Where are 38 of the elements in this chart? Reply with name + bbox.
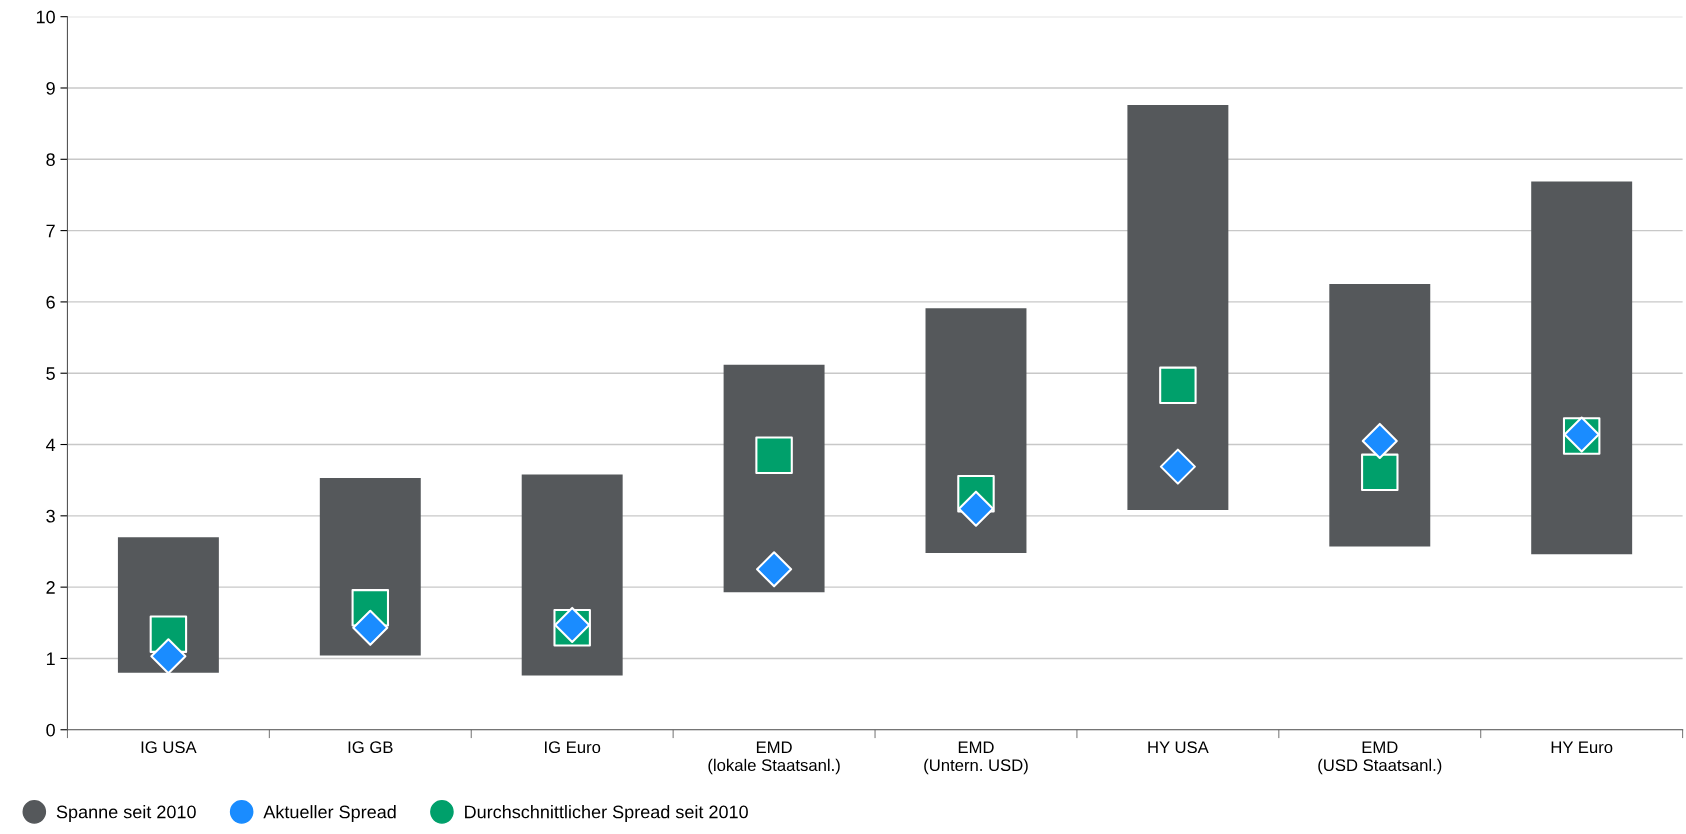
point	[1361, 422, 1398, 460]
y-tick-label: 3	[46, 509, 55, 523]
x-tick-label: IG GB	[348, 741, 393, 754]
point	[755, 436, 793, 474]
y-tick-label: 7	[46, 224, 55, 238]
y-tick-label: 0	[46, 723, 55, 737]
y-tick-label: 1	[46, 652, 55, 665]
point	[957, 490, 995, 527]
legend-label: Aktueller Spread	[263, 805, 396, 822]
y-tick-label: 5	[46, 367, 55, 380]
bar	[1531, 181, 1633, 555]
point	[1159, 448, 1196, 485]
bar	[723, 364, 825, 593]
y-tick-label: 10	[36, 10, 55, 24]
bar	[319, 478, 421, 656]
x-tick-label: IG USA	[141, 741, 197, 754]
x-tick-label: HY USA	[1148, 741, 1209, 754]
y-tick-label: 8	[46, 153, 55, 167]
point	[756, 551, 793, 588]
bar	[521, 474, 623, 676]
point	[1159, 366, 1197, 405]
bar	[1329, 284, 1431, 547]
point	[1361, 453, 1399, 492]
x-tick-label: EMD (lokale Staatsanl.)	[708, 741, 840, 775]
bar	[1127, 105, 1229, 511]
x-tick-label: HY Euro	[1551, 741, 1613, 754]
legend-label: Spanne seit 2010	[56, 805, 196, 822]
y-tick-label: 9	[46, 81, 55, 95]
y-tick-label: 2	[46, 581, 55, 594]
x-tick-label: EMD (Untern. USD)	[924, 741, 1028, 775]
y-tick-label: 6	[46, 295, 55, 309]
x-tick-label: EMD (USD Staatsanl.)	[1318, 741, 1442, 775]
bar	[925, 308, 1027, 553]
point	[352, 609, 389, 646]
x-tick-label: IG Euro	[545, 741, 601, 754]
legend-label: Durchschnittlicher Spread seit 2010	[465, 805, 748, 822]
point	[150, 638, 187, 675]
y-tick-label: 4	[46, 438, 56, 452]
